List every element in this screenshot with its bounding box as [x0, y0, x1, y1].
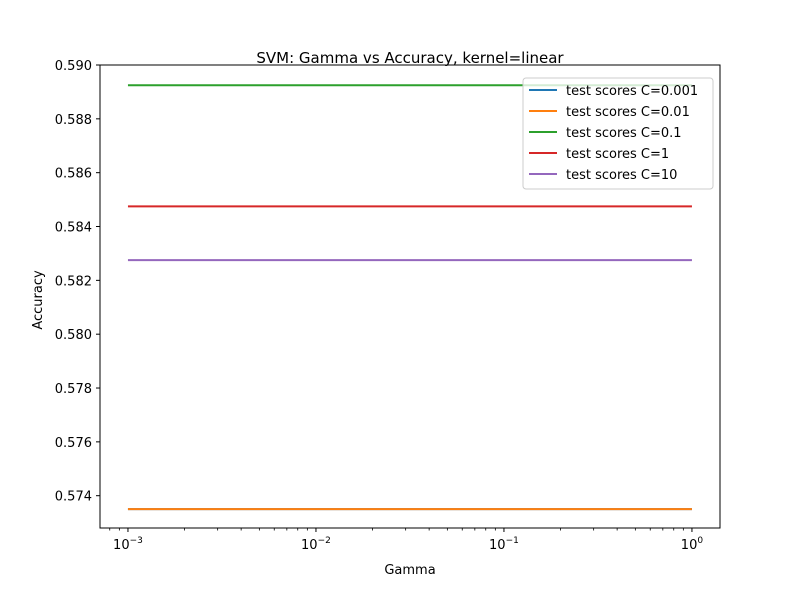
- legend-label-2: test scores C=0.1: [566, 126, 682, 141]
- y-tick-label-4: 0.582: [55, 274, 92, 289]
- y-tick-label-1: 0.576: [55, 436, 92, 451]
- x-tick-label-0: 10−3: [113, 536, 143, 553]
- legend-box: [522, 77, 714, 190]
- y-tick-label-7: 0.588: [55, 113, 92, 128]
- y-axis-label: Accuracy: [31, 270, 46, 330]
- y-tick-label-0: 0.574: [55, 490, 92, 505]
- legend-label-4: test scores C=10: [566, 168, 677, 183]
- y-tick-label-8: 0.590: [55, 59, 92, 74]
- plot-frame: [99, 64, 721, 529]
- x-axis-label: Gamma: [384, 563, 435, 578]
- y-tick-label-2: 0.578: [55, 382, 92, 397]
- y-tick-label-5: 0.584: [55, 221, 92, 236]
- x-tick-label-1: 10−2: [301, 536, 331, 553]
- legend-label-0: test scores C=0.001: [566, 84, 698, 99]
- x-tick-label-2: 10−1: [489, 536, 519, 553]
- y-tick-label-3: 0.580: [55, 328, 92, 343]
- y-tick-label-6: 0.586: [55, 167, 92, 182]
- plot-layer: 0.574 0.576 0.578 0.580 0.582 0.584 0.586 0.588…: [55, 59, 721, 553]
- chart-title: SVM: Gamma vs Accuracy, kernel=linear: [256, 49, 564, 67]
- legend-label-3: test scores C=1: [566, 147, 669, 162]
- x-tick-label-3: 100: [681, 536, 704, 553]
- legend-label-1: test scores C=0.01: [566, 105, 690, 120]
